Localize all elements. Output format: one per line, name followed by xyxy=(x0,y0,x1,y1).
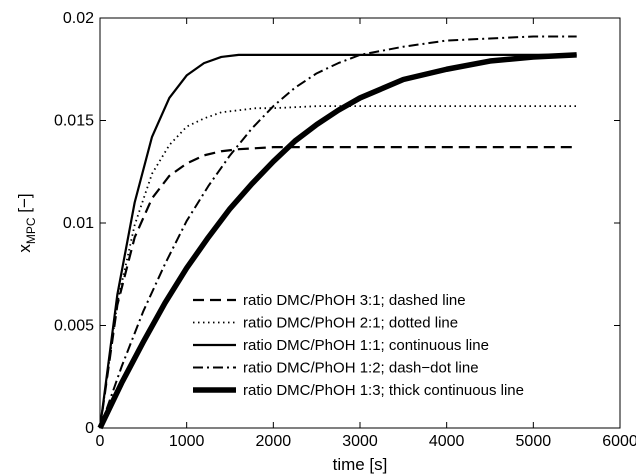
y-tick-label: 0.005 xyxy=(54,318,94,335)
y-axis-label-group: xMPC [−] xyxy=(15,193,38,252)
x-tick-label: 4000 xyxy=(429,433,465,450)
series-line-1 xyxy=(98,146,577,429)
legend-entry-3: ratio DMC/PhOH 1:1; continuous line xyxy=(243,337,489,354)
y-tick-label: 0.01 xyxy=(63,215,94,232)
x-tick-label: 5000 xyxy=(516,433,552,450)
series-line-3 xyxy=(98,53,577,429)
y-axis-label-sub: MPC xyxy=(24,217,38,244)
series-line-4 xyxy=(99,35,577,429)
legend-entry-5: ratio DMC/PhOH 1:3; thick continuous lin… xyxy=(243,382,524,399)
y-tick-label: 0 xyxy=(85,420,94,437)
y-axis-label-unit: [−] xyxy=(15,193,34,217)
series-group xyxy=(97,35,577,430)
x-tick-label: 1000 xyxy=(169,433,205,450)
series-line-5 xyxy=(97,52,577,430)
series-line-2 xyxy=(99,105,577,429)
x-tick-label: 0 xyxy=(96,433,105,450)
y-tick-label: 0.015 xyxy=(54,113,94,130)
legend-entry-2: ratio DMC/PhOH 2:1; dotted line xyxy=(243,315,458,332)
y-axis-label-main: x xyxy=(15,244,34,253)
y-axis-label: xMPC [−] xyxy=(15,193,38,252)
legend: ratio DMC/PhOH 3:1; dashed line ratio DMC… xyxy=(193,292,524,399)
x-tick-label: 2000 xyxy=(256,433,292,450)
y-tick-label: 0.02 xyxy=(63,10,94,27)
legend-entry-4: ratio DMC/PhOH 1:2; dash−dot line xyxy=(243,360,479,377)
x-axis-label: time [s] xyxy=(333,455,388,474)
legend-entry-1: ratio DMC/PhOH 3:1; dashed line xyxy=(243,292,466,309)
x-tick-label: 3000 xyxy=(342,433,378,450)
axis-ticks: 0 1000 2000 3000 4000 5000 6000 0 0.005 0.01 0.015… xyxy=(54,10,636,450)
x-tick-label: 6000 xyxy=(602,433,636,450)
